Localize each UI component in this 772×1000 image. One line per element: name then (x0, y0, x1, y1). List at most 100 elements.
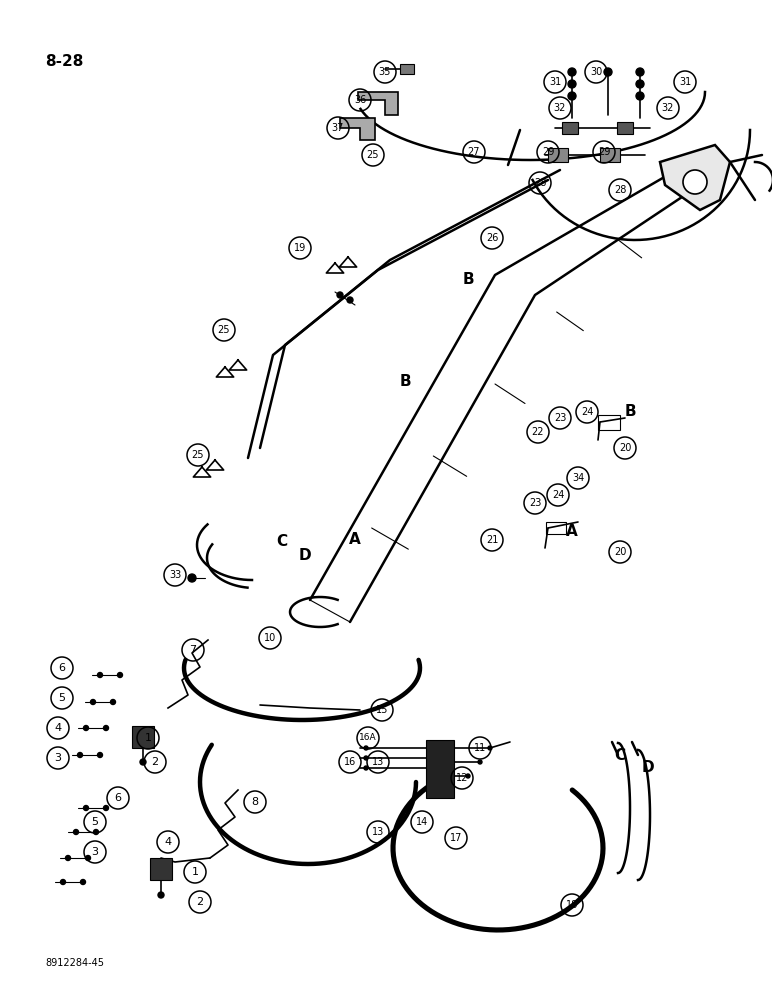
Text: 35: 35 (379, 67, 391, 77)
Text: 6: 6 (59, 663, 66, 673)
Text: 29: 29 (542, 147, 554, 157)
Text: 11: 11 (474, 743, 486, 753)
Text: 25: 25 (367, 150, 379, 160)
Circle shape (636, 68, 644, 76)
Text: 7: 7 (189, 645, 197, 655)
Text: 29: 29 (598, 147, 610, 157)
Bar (617, 122, 633, 134)
Circle shape (478, 760, 482, 764)
Circle shape (103, 726, 109, 730)
Text: 4: 4 (164, 837, 171, 847)
Circle shape (636, 92, 644, 100)
Circle shape (364, 756, 368, 760)
Circle shape (83, 806, 89, 810)
Text: 37: 37 (332, 123, 344, 133)
Circle shape (188, 574, 196, 582)
Circle shape (83, 726, 89, 730)
Text: A: A (566, 524, 578, 540)
Text: 5: 5 (92, 817, 99, 827)
Circle shape (60, 880, 66, 884)
Text: 17: 17 (450, 833, 462, 843)
Text: 30: 30 (590, 67, 602, 77)
Text: 8912284-45: 8912284-45 (45, 958, 104, 968)
Text: 10: 10 (264, 633, 276, 643)
Circle shape (568, 92, 576, 100)
Text: 5: 5 (59, 693, 66, 703)
Polygon shape (340, 118, 375, 140)
Bar (426, 740, 454, 798)
Text: 25: 25 (191, 450, 205, 460)
Circle shape (488, 746, 492, 750)
Text: B: B (462, 272, 474, 288)
Bar (546, 522, 566, 534)
Text: 20: 20 (619, 443, 631, 453)
Polygon shape (358, 92, 398, 115)
Circle shape (66, 856, 70, 860)
Circle shape (117, 672, 123, 678)
Circle shape (140, 759, 146, 765)
Text: 2: 2 (196, 897, 204, 907)
Text: 3: 3 (92, 847, 99, 857)
Text: 21: 21 (486, 535, 498, 545)
Circle shape (158, 892, 164, 898)
Bar (150, 858, 172, 880)
Circle shape (93, 830, 99, 834)
Bar (562, 122, 578, 134)
Text: B: B (625, 404, 636, 420)
Bar (548, 148, 568, 162)
Text: 27: 27 (468, 147, 480, 157)
Circle shape (364, 746, 368, 750)
Text: 16A: 16A (359, 734, 377, 742)
Circle shape (568, 68, 576, 76)
Text: C: C (276, 534, 287, 550)
Bar (400, 64, 414, 74)
Text: C: C (615, 748, 625, 762)
Text: 16: 16 (344, 757, 356, 767)
Circle shape (466, 774, 470, 778)
Text: 31: 31 (679, 77, 691, 87)
Text: 8: 8 (252, 797, 259, 807)
Circle shape (80, 880, 86, 884)
Circle shape (110, 700, 116, 704)
Circle shape (568, 80, 576, 88)
Text: 13: 13 (372, 827, 384, 837)
Circle shape (347, 297, 353, 303)
Text: 1: 1 (191, 867, 198, 877)
Text: 23: 23 (554, 413, 566, 423)
Text: 3: 3 (55, 753, 62, 763)
Text: 18: 18 (566, 900, 578, 910)
Bar (132, 726, 154, 748)
Text: 4: 4 (55, 723, 62, 733)
Text: D: D (299, 548, 311, 562)
Text: 2: 2 (151, 757, 158, 767)
Text: 15: 15 (376, 705, 388, 715)
Bar (598, 415, 620, 430)
Text: 25: 25 (218, 325, 230, 335)
Text: 34: 34 (572, 473, 584, 483)
Circle shape (337, 292, 343, 298)
Circle shape (683, 170, 707, 194)
Text: 22: 22 (532, 427, 544, 437)
Text: 32: 32 (554, 103, 566, 113)
Circle shape (364, 766, 368, 770)
Circle shape (90, 700, 96, 704)
Circle shape (103, 806, 109, 810)
Circle shape (97, 752, 103, 758)
Text: 12: 12 (455, 773, 468, 783)
Text: 19: 19 (294, 243, 306, 253)
Text: 6: 6 (114, 793, 121, 803)
Text: 23: 23 (529, 498, 541, 508)
Circle shape (86, 856, 90, 860)
Circle shape (77, 752, 83, 758)
Text: D: D (642, 760, 655, 776)
Circle shape (604, 68, 612, 76)
Text: 28: 28 (533, 178, 546, 188)
Text: 26: 26 (486, 233, 498, 243)
Text: 32: 32 (662, 103, 674, 113)
Text: 13: 13 (372, 757, 384, 767)
Text: 8-28: 8-28 (45, 54, 83, 70)
Circle shape (73, 830, 79, 834)
Text: 24: 24 (581, 407, 593, 417)
Circle shape (636, 80, 644, 88)
Text: 36: 36 (354, 95, 366, 105)
